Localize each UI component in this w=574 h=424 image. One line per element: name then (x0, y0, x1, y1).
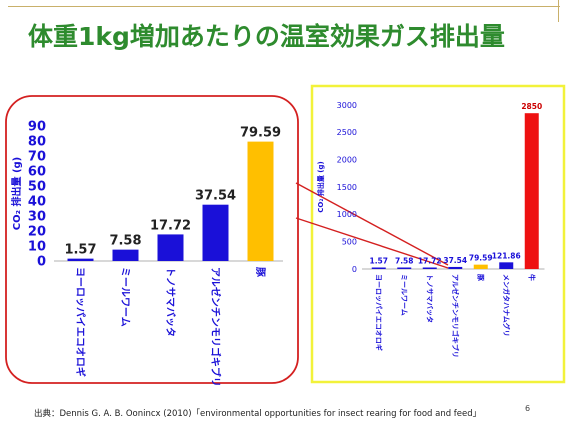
y-tick-label: 60 (28, 165, 46, 180)
bar (397, 267, 412, 269)
bar (499, 262, 514, 269)
source-citation: 出典：Dennis G. A. B. Oonincx (2010)「enviro… (34, 409, 482, 419)
bar (473, 264, 488, 269)
category-label: ヨーロッパイエコオロギ (374, 274, 383, 351)
y-tick-label: 2500 (337, 128, 357, 137)
data-label: 121.86 (492, 251, 521, 260)
category-label: 牛 (527, 274, 536, 281)
y-tick-label: 10 (28, 240, 46, 255)
y-tick-label: 0 (37, 255, 46, 270)
y-tick-label: 20 (28, 225, 46, 240)
slide-title: 体重1kg増加あたりの温室効果ガス排出量 (28, 22, 505, 51)
top-rule-vertical (558, 0, 559, 22)
category-label: ミールワーム (400, 274, 408, 316)
bar (371, 267, 386, 269)
y-tick-label: 70 (28, 150, 46, 165)
bar (157, 234, 184, 261)
y-tick-label: 80 (28, 135, 46, 150)
category-label: 豚 (476, 274, 485, 282)
page-number: 6 (525, 404, 531, 413)
bar (202, 204, 229, 261)
y-tick-label: 1000 (337, 210, 357, 219)
y-tick-label: 500 (342, 237, 357, 246)
zoom-chart-frame (5, 95, 299, 384)
top-rule (8, 0, 560, 7)
zoom-connector-bottom (295, 217, 449, 269)
data-label: 79.59 (240, 126, 281, 141)
bar (524, 113, 539, 269)
y-tick-label: 90 (28, 120, 46, 135)
data-label: 79.59 (469, 254, 493, 263)
data-label: 17.72 (418, 257, 442, 266)
data-label: 37.54 (443, 256, 467, 265)
y-tick-label: 0 (352, 265, 357, 274)
y-tick-label: 40 (28, 195, 46, 210)
y-axis-label: CO₂ 排出量 (g) (316, 161, 325, 212)
category-label: トノサマバッタ (164, 267, 176, 337)
category-label: アルゼンチンモリゴキブリ (451, 274, 460, 358)
full-bar-chart: 0 500 1000 1500 2000 2500 3000 CO₂ 排出量 (g) 1.57 ヨ… (316, 101, 545, 358)
bar (247, 141, 274, 261)
category-label: ヨーロッパイエコオロギ (74, 267, 87, 377)
y-tick-label: 3000 (337, 101, 357, 110)
y-tick-label: 1500 (337, 183, 357, 192)
data-label: 17.72 (150, 218, 191, 233)
y-tick-label: 2000 (337, 155, 357, 164)
category-label: トノサマバッタ (425, 274, 434, 323)
full-chart-frame (310, 84, 566, 384)
data-label: 37.54 (195, 189, 236, 204)
bar (448, 266, 463, 269)
bar (422, 267, 437, 269)
category-label: アルゼンチンモリゴキブリ (209, 267, 222, 387)
category-label: ミールワーム (119, 267, 131, 327)
data-label: 2850 (521, 102, 542, 111)
y-tick-label: 50 (28, 180, 46, 195)
data-label: 7.58 (395, 257, 414, 266)
y-axis-label: CO₂ 排出量 (g) (10, 157, 23, 230)
bar (112, 249, 139, 261)
data-label: 1.57 (369, 257, 388, 266)
bar (67, 258, 94, 261)
category-label: 豚 (254, 267, 266, 277)
zoom-connector-top (295, 182, 449, 266)
y-tick-label: 30 (28, 210, 46, 225)
data-label: 7.58 (109, 234, 141, 249)
category-label: メンガタハナムグリ (502, 274, 511, 337)
data-label: 1.57 (64, 243, 96, 258)
